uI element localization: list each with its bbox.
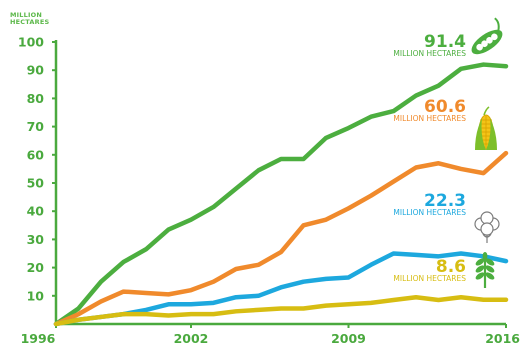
y-tick-label: 80	[27, 91, 45, 106]
series-icons	[471, 17, 503, 288]
wheat-sprout-icon	[475, 252, 495, 288]
y-tick-label: 50	[27, 176, 45, 191]
y-tick-label: 90	[27, 63, 45, 78]
series-line-yellow	[53, 294, 509, 327]
series-unit-label-yellow: MILLION HECTARES	[393, 274, 466, 283]
corn-icon	[475, 106, 497, 150]
y-axis-unit-line-2: HECTARES	[10, 18, 50, 26]
cotton-icon	[474, 211, 500, 243]
series-unit-label-green: MILLION HECTARES	[393, 49, 466, 58]
series-line-green	[53, 62, 509, 327]
y-tick-label: 30	[27, 232, 45, 247]
y-tick-label: 60	[27, 147, 45, 162]
x-tick-label: 2016	[485, 331, 520, 346]
series-value-label-green: 91.4	[424, 32, 466, 52]
pea-pod-icon	[471, 17, 503, 55]
y-tick-labels: 10 20 30 40 50 60 70 80 90 100	[18, 35, 56, 303]
y-axis-unit-label: MILLION HECTARES	[10, 12, 49, 26]
series-value-label-orange: 60.6	[424, 97, 466, 117]
x-tick-labels: 1996 2002 2009 2016	[21, 324, 520, 346]
y-tick-label: 100	[18, 35, 44, 50]
y-tick-label: 40	[27, 204, 45, 219]
x-tick-label: 2002	[174, 331, 209, 346]
series-value-label-blue: 22.3	[424, 191, 466, 211]
y-tick-label: 70	[27, 119, 45, 134]
series-line-orange	[53, 150, 509, 327]
series-unit-label-blue: MILLION HECTARES	[393, 208, 466, 217]
y-tick-label: 10	[27, 288, 45, 303]
series-value-label-yellow: 8.6	[436, 257, 466, 277]
series-lines	[53, 62, 509, 327]
series-unit-label-orange: MILLION HECTARES	[393, 114, 466, 123]
y-axis-unit-line-1: MILLION	[10, 11, 42, 19]
x-tick-label: 1996	[21, 331, 56, 346]
x-tick-label: 2009	[331, 331, 366, 346]
y-tick-label: 20	[27, 260, 45, 275]
